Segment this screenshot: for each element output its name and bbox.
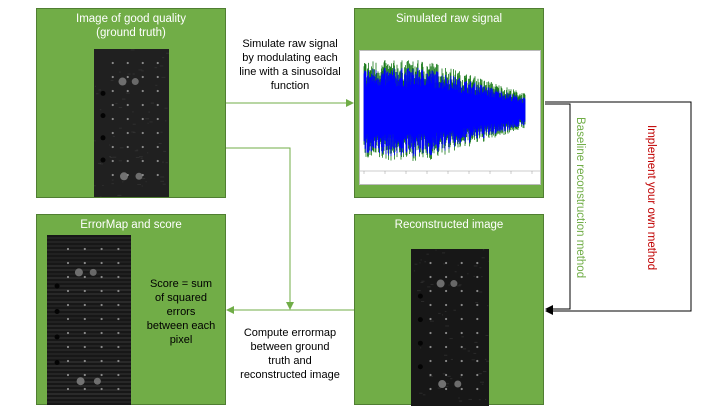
baseline-arrow: [545, 104, 570, 309]
implement-arrow: [545, 102, 691, 311]
compute-arrow-branch: [226, 148, 290, 309]
